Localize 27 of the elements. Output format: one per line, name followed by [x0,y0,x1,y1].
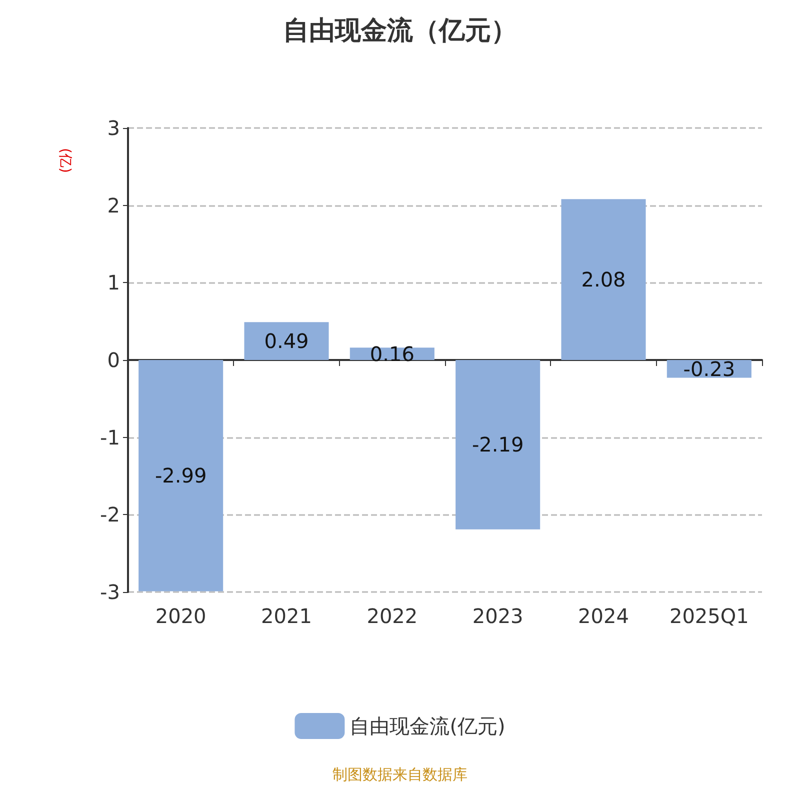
bar [244,322,329,360]
y-tick-label: 2 [107,193,120,218]
x-tick-label: 2021 [261,604,312,628]
chart-title: 自由现金流（亿元） [283,16,517,46]
text: 制图数据来自数据库 [332,766,468,784]
data-label: 0.49 [264,329,309,354]
y-tick-label: -2 [100,502,120,527]
y-tick-label: 0 [107,348,120,372]
y-tick-label: 1 [107,270,120,295]
x-tick-label: 2022 [366,604,418,628]
data-label: 2.08 [581,268,626,292]
y-tick-label: 3 [107,116,120,140]
bar [138,360,224,592]
data-label: -2.99 [154,464,207,488]
y-tick-label: -1 [100,425,120,450]
data-label: 0.16 [370,342,414,366]
y-axis-title: (亿) [57,148,73,173]
x-tick-label: 2025Q1 [669,604,749,628]
x-tick-label: 2020 [155,604,206,628]
data-label: -2.19 [472,432,524,457]
y-tick-label: -3 [100,580,120,604]
bar [456,360,540,530]
bar [561,199,646,360]
x-tick-label: 2024 [578,604,629,628]
legend-label: 自由现金流(亿元) [350,714,506,738]
data-label: -0.23 [683,356,736,381]
x-tick-label: 2023 [472,604,524,628]
